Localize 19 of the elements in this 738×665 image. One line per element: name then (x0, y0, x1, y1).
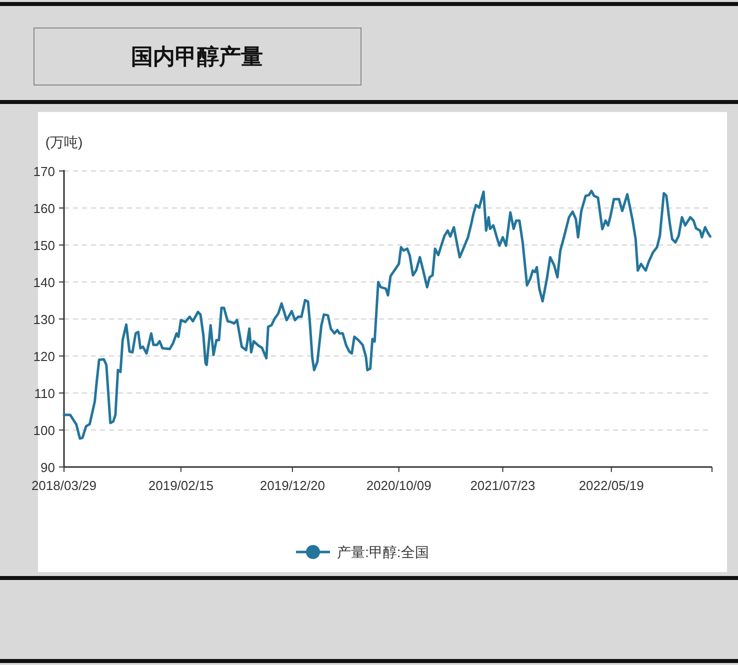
x-tick-label: 2022/05/19 (578, 478, 644, 493)
y-tick-label: 90 (40, 460, 55, 475)
y-tick-label: 150 (33, 238, 55, 253)
y-tick-label: 160 (33, 201, 55, 216)
y-axis-title: (万吨) (45, 134, 83, 150)
y-tick-label: 140 (33, 275, 55, 290)
y-tick-label: 120 (33, 349, 55, 364)
x-tick-label: 2018/03/29 (31, 478, 97, 493)
y-tick-label: 130 (33, 312, 55, 327)
line-series (62, 190, 712, 440)
x-tick-label: 2020/10/09 (366, 478, 432, 493)
y-tick-label: 100 (33, 423, 55, 438)
legend-label: 产量:甲醇:全国 (337, 544, 429, 560)
chart-title: 国内甲醇产量 (131, 44, 263, 70)
x-tick-label: 2019/12/20 (260, 478, 325, 493)
y-tick-label: 170 (33, 164, 55, 179)
x-tick-label: 2021/07/23 (470, 478, 536, 493)
x-tick-label: 2019/02/15 (148, 478, 214, 493)
y-tick-label: 110 (34, 386, 55, 401)
